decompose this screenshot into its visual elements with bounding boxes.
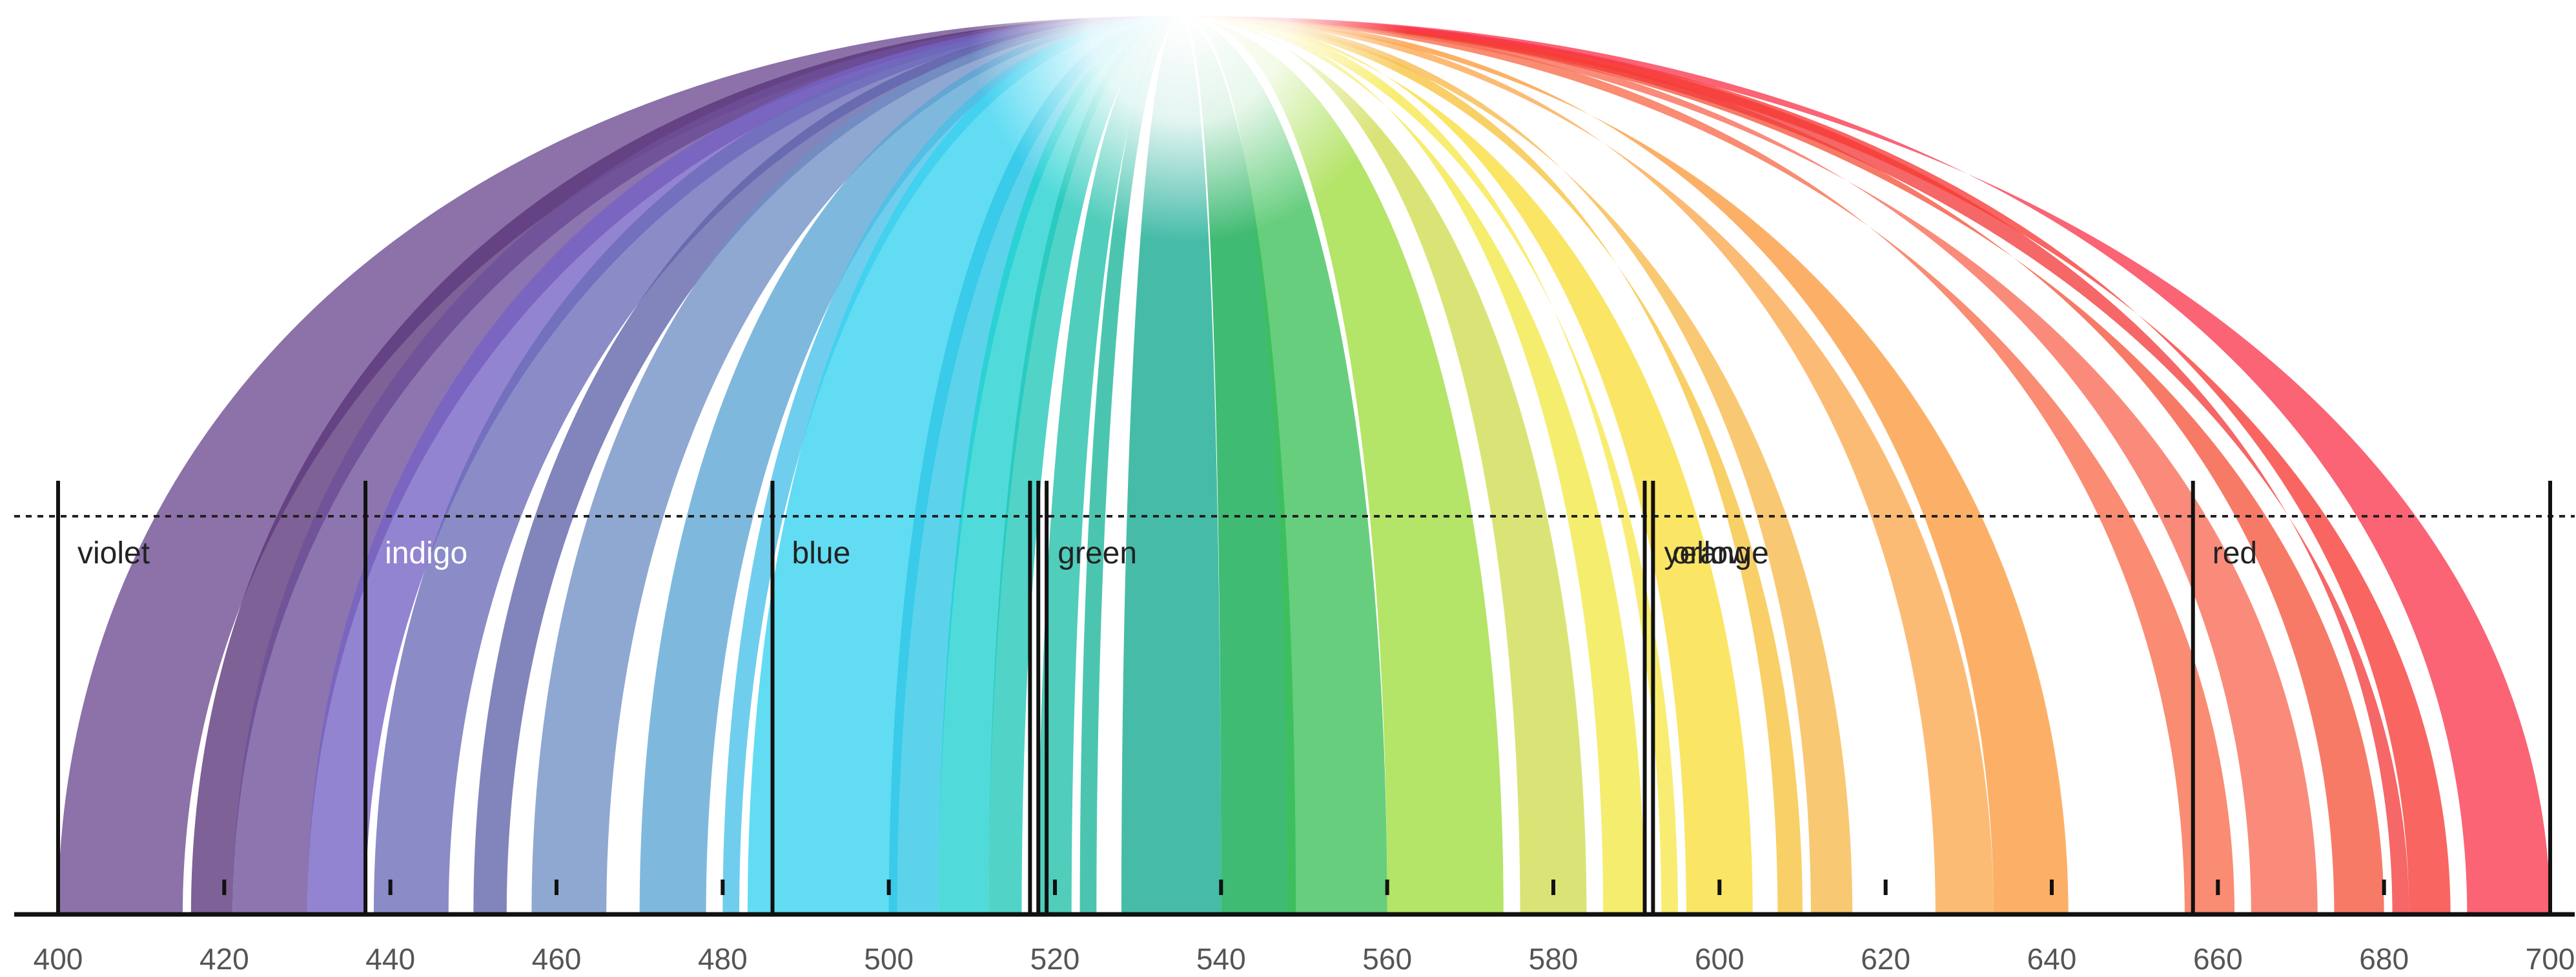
spectrum-arc: [639, 16, 1176, 914]
x-tick-label: 500: [864, 942, 914, 976]
x-tick-label: 700: [2526, 942, 2575, 976]
x-tick-label: 680: [2359, 942, 2409, 976]
x-tick-mark: [222, 880, 227, 895]
spectrum-arc: [531, 16, 1175, 914]
x-tick-label: 580: [1529, 942, 1579, 976]
x-tick-mark: [388, 880, 393, 895]
x-tick-mark: [555, 880, 558, 895]
spectrum-arc: [747, 16, 1178, 914]
band-label-indigo: indigo: [385, 536, 467, 570]
x-tick-label: 420: [199, 942, 249, 976]
x-tick-mark: [1717, 880, 1722, 895]
x-tick-mark: [56, 880, 60, 895]
x-tick-mark: [1219, 880, 1223, 895]
spectrum-arcs: [58, 16, 2551, 914]
x-tick-label: 460: [532, 942, 582, 976]
spectrum-arc: [1185, 16, 1587, 914]
band-label-blue: blue: [792, 536, 851, 570]
x-tick-mark: [2382, 880, 2386, 895]
x-tick-mark: [721, 880, 725, 895]
x-axis-ticks: [56, 880, 2552, 895]
spectrum-arc: [58, 16, 1170, 914]
band-label-red: red: [2213, 536, 2257, 570]
x-tick-mark: [1385, 880, 1389, 895]
x-tick-mark: [1551, 880, 1555, 895]
spectrum-arc: [1038, 16, 1180, 914]
x-tick-mark: [1883, 880, 1888, 895]
band-label-yellow: yellow: [1664, 536, 1751, 570]
x-tick-label: 660: [2193, 942, 2243, 976]
x-tick-mark: [1053, 880, 1057, 895]
band-boundaries: [56, 481, 2552, 914]
x-tick-label: 520: [1030, 942, 1080, 976]
spectrum-arc: [373, 16, 1174, 914]
x-tick-label: 400: [34, 942, 83, 976]
spectrum-arc: [1183, 16, 1504, 914]
x-tick-mark: [2548, 880, 2552, 895]
x-tick-mark: [2216, 880, 2220, 895]
x-axis-tick-labels: 400 420 440 460 480 500 520 540 560 580 600 620 640 6…: [34, 942, 2575, 976]
x-tick-label: 620: [1861, 942, 1910, 976]
spectrum-arc: [1182, 16, 1387, 914]
x-tick-label: 600: [1695, 942, 1744, 976]
x-tick-mark: [886, 880, 891, 895]
band-label-orange: orange: [1672, 536, 1768, 570]
band-label-violet: violet: [77, 536, 150, 570]
x-tick-label: 440: [365, 942, 415, 976]
x-tick-mark: [2050, 880, 2054, 895]
x-tick-label: 540: [1196, 942, 1246, 976]
x-tick-label: 560: [1362, 942, 1412, 976]
x-tick-label: 640: [2027, 942, 2077, 976]
x-tick-label: 480: [698, 942, 748, 976]
band-label-green: green: [1058, 536, 1137, 570]
spectrum-arc: [1187, 16, 1753, 914]
top-glow: [0, 0, 2576, 271]
